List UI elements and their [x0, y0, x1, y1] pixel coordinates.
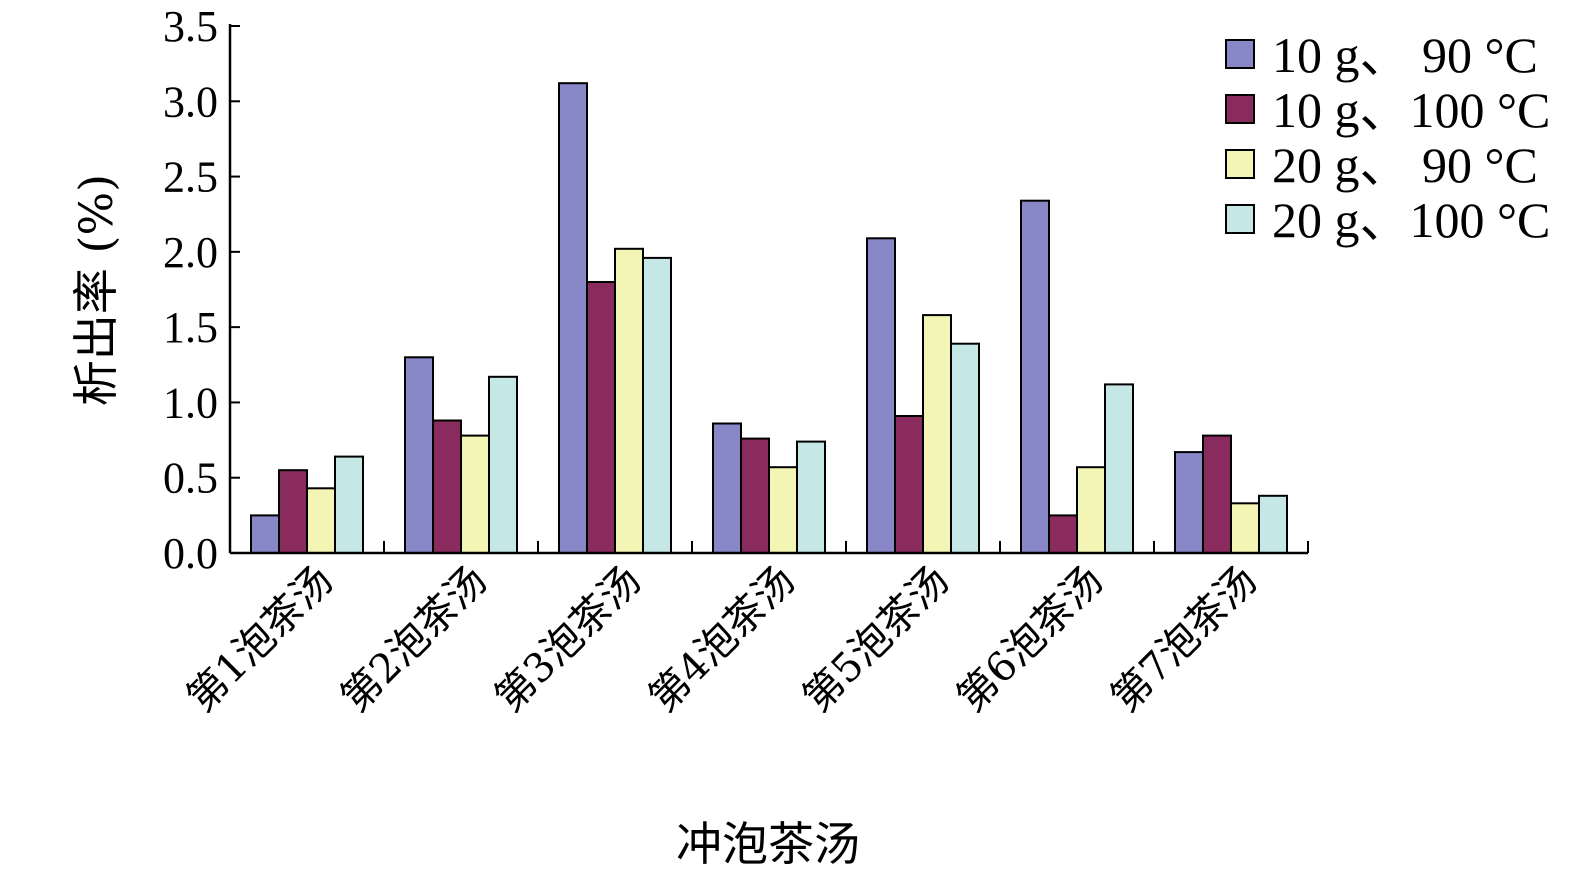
- bar-3-2: [460, 434, 490, 555]
- legend-swatch-4: [1225, 204, 1255, 234]
- legend-swatch-2: [1225, 94, 1255, 124]
- bar-4-3: [642, 256, 672, 554]
- bar-4-7: [1258, 494, 1288, 554]
- y-axis-title: 析出率 (%): [69, 174, 123, 406]
- bar-1-6: [1020, 199, 1050, 554]
- x-tick-label: 第4泡茶汤: [640, 558, 804, 722]
- y-tick-label: 2.5: [163, 153, 218, 202]
- bar-3-7: [1230, 502, 1260, 554]
- legend: 10 g、 90 °C10 g、100 °C20 g、 90 °C20 g、10…: [1225, 27, 1550, 248]
- bar-3-5: [922, 314, 952, 554]
- legend-label-2: 10 g、100 °C: [1272, 82, 1550, 138]
- bar-1-5: [866, 237, 896, 555]
- x-tick-label: 第3泡茶汤: [486, 558, 650, 722]
- y-tick-label: 0.5: [163, 454, 218, 503]
- bar-1-4: [712, 422, 742, 554]
- y-tick-label: 0.0: [163, 529, 218, 578]
- bar-4-1: [334, 455, 364, 555]
- x-tick-label: 第6泡茶汤: [948, 558, 1112, 722]
- y-tick-labels: 0.0 0.5 1.0 1.5 2.0 2.5 3.0 3.5: [163, 2, 218, 578]
- bar-1-2: [404, 356, 434, 554]
- x-tick-label: 第7泡茶汤: [1102, 558, 1266, 722]
- bar-1-3: [558, 82, 588, 554]
- legend-swatch-1: [1225, 39, 1255, 69]
- bar-2-7: [1202, 434, 1232, 555]
- y-tick-label: 1.5: [163, 303, 218, 352]
- y-tick-label: 2.0: [163, 228, 218, 277]
- x-tick-label: 第2泡茶汤: [332, 558, 496, 722]
- y-tick-label: 3.0: [163, 77, 218, 126]
- bar-3-1: [306, 487, 336, 554]
- bar-4-6: [1104, 383, 1134, 554]
- legend-label-3: 20 g、 90 °C: [1272, 137, 1538, 193]
- bar-2-3: [586, 281, 616, 554]
- bar-2-1: [278, 469, 308, 555]
- legend-swatch-3: [1225, 149, 1255, 179]
- x-axis-title: 冲泡茶汤: [676, 817, 860, 871]
- y-tick-label: 1.0: [163, 378, 218, 427]
- bar-1-7: [1174, 451, 1204, 555]
- bar-3-3: [614, 247, 644, 555]
- bar-2-2: [432, 419, 462, 554]
- bar-2-6: [1048, 514, 1078, 555]
- legend-label-4: 20 g、100 °C: [1272, 192, 1550, 248]
- bar-4-5: [950, 342, 980, 555]
- bar-3-6: [1076, 466, 1106, 555]
- bar-3-4: [768, 466, 798, 555]
- x-tick-label: 第5泡茶汤: [794, 558, 958, 722]
- bar-2-4: [740, 437, 770, 555]
- bar-1-1: [250, 514, 280, 555]
- bar-4-4: [796, 440, 826, 555]
- x-tick-label: 第1泡茶汤: [178, 558, 342, 722]
- bar-2-5: [894, 415, 924, 554]
- axes-layer: [228, 24, 1309, 555]
- legend-label-1: 10 g、 90 °C: [1272, 27, 1538, 83]
- bar-4-2: [488, 375, 518, 554]
- y-tick-label: 3.5: [163, 2, 218, 51]
- bars-layer: [250, 82, 1288, 555]
